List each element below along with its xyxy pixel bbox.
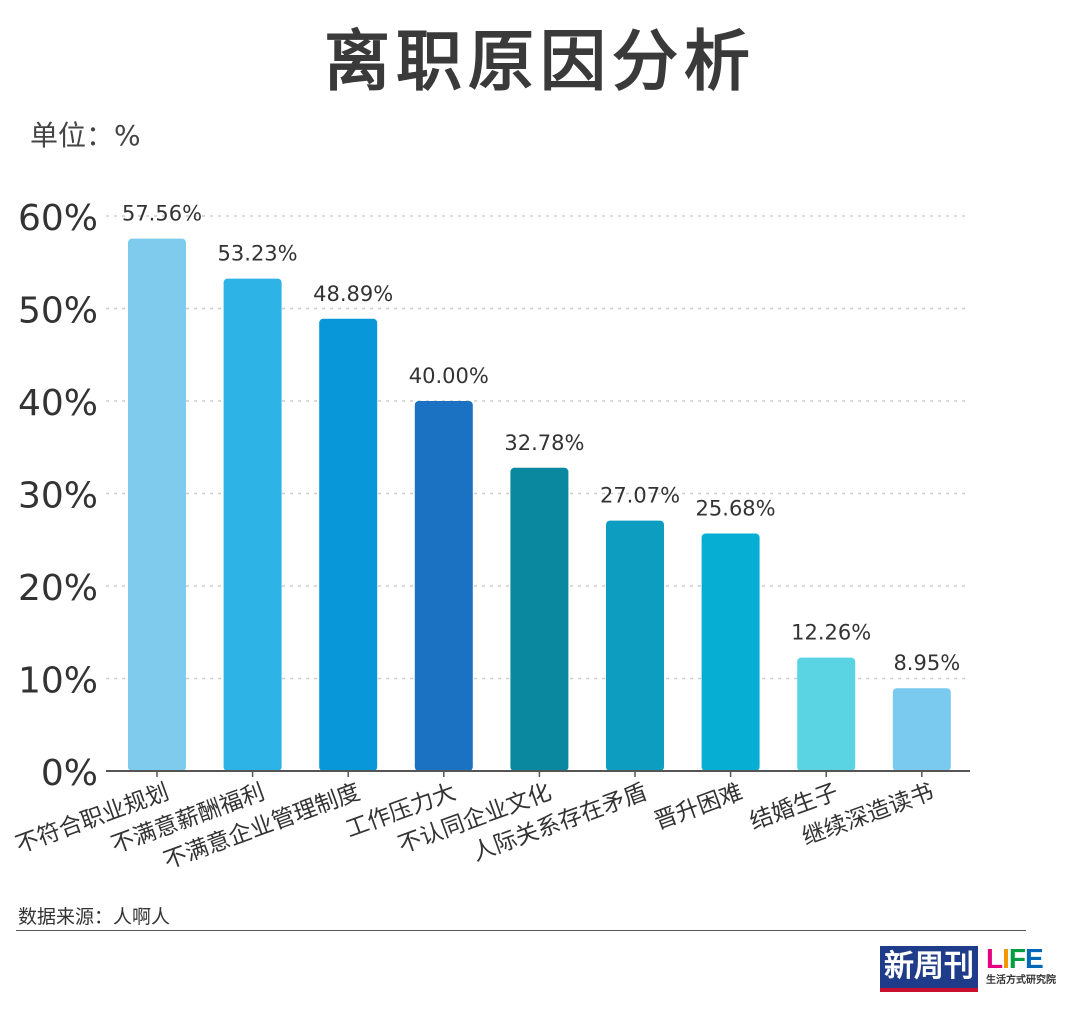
bars: [128, 238, 951, 771]
y-tick-label: 60%: [18, 198, 98, 239]
brand-life-letter: F: [1008, 943, 1026, 974]
x-category-label: 晋升困难: [651, 779, 746, 835]
bar: [701, 533, 760, 771]
y-tick-label: 0%: [41, 753, 98, 794]
brand-life-letter: L: [986, 943, 1003, 974]
data-source: 数据来源：人啊人: [18, 906, 171, 928]
x-axis-ticks: 不符合职业规划不满意薪酬福利不满意企业管理制度工作压力大不认同企业文化人际关系存…: [12, 771, 937, 874]
brand-life-word: LIFE: [986, 944, 1066, 974]
chart-title: 离职原因分析: [324, 23, 756, 100]
bar-value-label: 27.07%: [600, 484, 680, 508]
bar: [510, 467, 569, 771]
bar-value-label: 25.68%: [696, 496, 776, 520]
bar-value-label: 53.23%: [218, 242, 298, 266]
unit-label: 单位：%: [30, 119, 141, 152]
brand-life-letter: E: [1025, 943, 1044, 974]
bar: [128, 238, 186, 771]
bar-value-label: 48.89%: [313, 282, 393, 306]
bar: [223, 278, 282, 771]
y-tick-label: 40%: [18, 383, 98, 424]
bar: [606, 520, 664, 771]
brand-life-letter: I: [1002, 943, 1010, 974]
brand-life-subtitle: 生活方式研究院: [986, 975, 1056, 986]
footer-divider: [16, 930, 1026, 931]
brand-logo-life: LIFE 生活方式研究院: [986, 944, 1066, 994]
bar: [892, 688, 951, 771]
bar-value-label: 32.78%: [504, 431, 584, 455]
value-labels: 57.56% 53.23% 48.89% 40.00% 32.78% 27.07% 25.6…: [122, 202, 960, 676]
brand-logo-xinzhoukan: 新周刊: [880, 946, 978, 992]
bar: [319, 318, 378, 771]
bar-value-label: 40.00%: [409, 364, 489, 388]
y-tick-label: 20%: [18, 568, 98, 609]
y-tick-label: 30%: [18, 476, 98, 517]
bar: [797, 657, 856, 771]
y-tick-label: 10%: [18, 661, 98, 702]
bar-value-label: 12.26%: [791, 621, 871, 645]
bar-value-label: 8.95%: [893, 651, 960, 675]
bar-value-label: 57.56%: [122, 202, 202, 226]
bar-chart: 0% 10% 20% 30% 40% 50% 60% 57.56% 53.23% 48.89% 4…: [12, 198, 970, 874]
y-tick-label: 50%: [18, 291, 98, 332]
y-axis-ticks: 0% 10% 20% 30% 40% 50% 60%: [18, 198, 98, 794]
bar: [414, 401, 473, 771]
